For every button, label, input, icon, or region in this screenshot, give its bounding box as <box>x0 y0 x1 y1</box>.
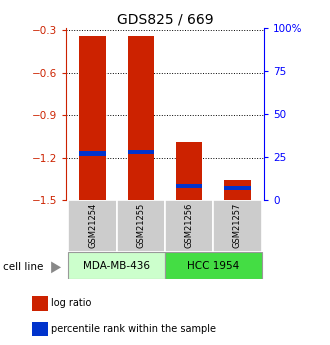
Text: GSM21257: GSM21257 <box>233 202 242 248</box>
Bar <box>128 150 154 154</box>
Text: GSM21254: GSM21254 <box>88 202 97 248</box>
Bar <box>32 296 49 310</box>
Bar <box>79 151 106 156</box>
Bar <box>224 186 251 190</box>
Bar <box>165 252 262 279</box>
Bar <box>165 200 213 252</box>
Bar <box>32 322 49 336</box>
Bar <box>68 200 117 252</box>
Bar <box>117 200 165 252</box>
Text: cell line: cell line <box>3 263 44 272</box>
Bar <box>128 36 154 200</box>
Text: HCC 1954: HCC 1954 <box>187 261 240 270</box>
Bar <box>79 36 106 200</box>
Polygon shape <box>51 262 61 273</box>
Text: GSM21256: GSM21256 <box>185 202 194 248</box>
Bar <box>176 142 202 200</box>
Bar <box>224 180 251 200</box>
Text: log ratio: log ratio <box>51 298 92 308</box>
Bar <box>213 200 262 252</box>
Bar <box>176 184 202 188</box>
Title: GDS825 / 669: GDS825 / 669 <box>117 12 213 27</box>
Text: percentile rank within the sample: percentile rank within the sample <box>51 324 216 334</box>
Text: MDA-MB-436: MDA-MB-436 <box>83 261 150 270</box>
Text: GSM21255: GSM21255 <box>136 202 145 248</box>
Bar <box>68 252 165 279</box>
